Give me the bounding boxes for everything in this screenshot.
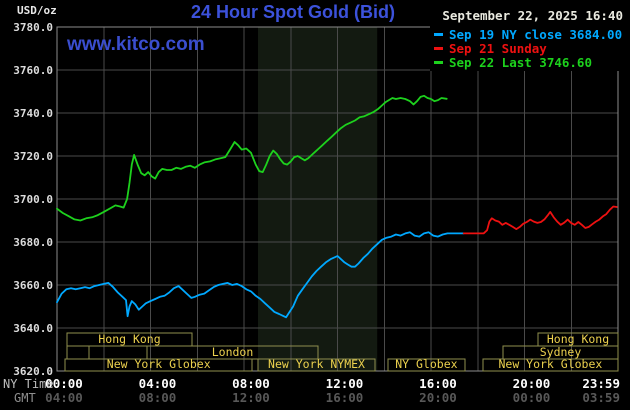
- y-tick-label: 3740.0: [13, 106, 53, 120]
- x-tick-gmt: 08:00: [138, 390, 177, 405]
- x-tick-gmt: 04:00: [45, 390, 83, 405]
- x-tick-gmt: 20:00: [419, 390, 457, 405]
- legend: Sep 19 NY close 3684.00 Sep 21 Sunday Sep …: [430, 26, 627, 71]
- legend-label-sep22-last: Sep 22 Last 3746.60: [449, 54, 592, 70]
- ny-time-row-header: NY Time: [3, 377, 54, 391]
- session-label-ny-globex: NY Globex: [395, 357, 457, 371]
- kitco-watermark-link[interactable]: www.kitco.com: [67, 34, 205, 55]
- session-box-new-york-globex: [482, 358, 619, 372]
- y-tick-label: 3620.0: [13, 364, 53, 378]
- legend-row-sep21-sunday: Sep 21 Sunday: [434, 40, 622, 56]
- y-tick-label: 3660.0: [13, 278, 53, 292]
- x-tick-gmt: 03:59: [582, 390, 620, 405]
- session-box-new-york-globex: [64, 358, 253, 372]
- x-tick-ny-time: 00:00: [45, 376, 83, 391]
- series-line-sep22-last: [56, 94, 448, 222]
- session-label-hong-kong: Hong Kong: [547, 332, 609, 346]
- series-line-sep21-sunday: [462, 205, 618, 235]
- session-label-sydney: Sydney: [540, 345, 582, 359]
- x-tick-gmt: 16:00: [325, 390, 364, 405]
- session-box: [66, 345, 90, 360]
- x-tick-ny-time: 16:00: [419, 376, 457, 391]
- legend-label-sep19-ny-close: Sep 19 NY close 3684.00: [449, 26, 623, 42]
- session-label-new-york-nymex: New York NYMEX: [268, 357, 365, 371]
- y-tick-label: 3640.0: [13, 321, 53, 335]
- y-tick-label: 3780.0: [13, 20, 53, 34]
- x-tick-ny-time: 04:00: [138, 376, 177, 391]
- legend-swatch-sep21-sunday: [434, 46, 443, 50]
- legend-row-sep22-last: Sep 22 Last 3746.60: [434, 54, 622, 70]
- session-label-new-york-globex: New York Globex: [107, 357, 211, 371]
- page-title: 24 Hour Spot Gold (Bid): [191, 2, 395, 22]
- session-box-ny-globex: [387, 358, 466, 372]
- x-tick-ny-time: 23:59: [582, 376, 620, 391]
- legend-swatch-sep22-last: [434, 60, 443, 64]
- session-label-london: London: [212, 345, 254, 359]
- legend-swatch-sep19-ny-close: [434, 32, 443, 36]
- legend-label-sep21-sunday: Sep 21 Sunday: [449, 40, 547, 56]
- y-axis-unit-label: USD/oz: [17, 4, 57, 17]
- legend-row-sep19-ny-close: Sep 19 NY close 3684.00: [434, 26, 623, 42]
- x-tick-ny-time: 20:00: [512, 376, 551, 391]
- x-tick-ny-time: 08:00: [232, 376, 270, 391]
- y-tick-label: 3760.0: [13, 63, 53, 77]
- session-box-new-york-nymex: [257, 358, 376, 372]
- gmt-row-header: GMT: [14, 391, 36, 405]
- y-tick-label: 3700.0: [13, 192, 53, 206]
- session-label-hong-kong: Hong Kong: [98, 332, 160, 346]
- y-tick-label: 3720.0: [13, 149, 53, 163]
- x-tick-gmt: 12:00: [232, 390, 270, 405]
- session-label-new-york-globex: New York Globex: [498, 357, 602, 371]
- series-line-sep19-ny-close: [56, 231, 465, 319]
- x-tick-gmt: 00:00: [512, 390, 551, 405]
- x-tick-ny-time: 12:00: [325, 376, 364, 391]
- datetime-stamp: September 22, 2025 16:40: [442, 8, 623, 23]
- y-tick-label: 3680.0: [13, 235, 53, 249]
